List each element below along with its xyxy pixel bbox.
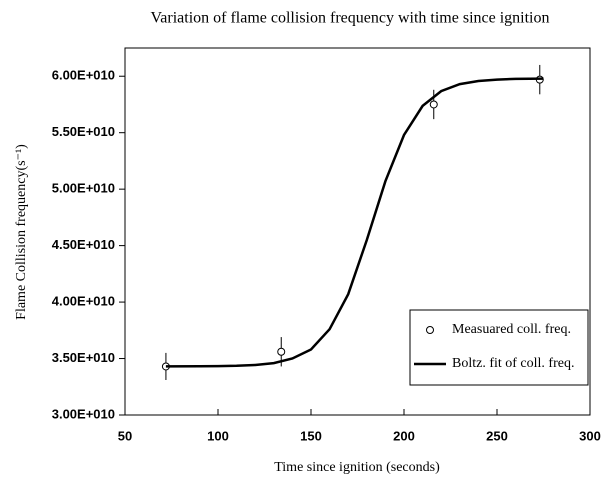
x-tick-label: 250 <box>486 428 508 443</box>
x-tick-label: 200 <box>393 428 415 443</box>
x-tick-label: 50 <box>118 428 132 443</box>
legend-box <box>409 309 589 386</box>
plot-frame <box>124 47 591 416</box>
legend-swatch <box>426 326 434 334</box>
fit-line <box>165 77 544 368</box>
y-tick-label: 6.00E+010 <box>52 68 115 83</box>
legend-label: Boltz. fit of coll. freq. <box>452 356 574 371</box>
data-point <box>429 100 438 109</box>
chart-title: Variation of flame collision frequency w… <box>150 10 549 27</box>
x-tick-label: 100 <box>207 428 229 443</box>
y-tick-label: 5.50E+010 <box>52 124 115 139</box>
x-tick-label: 150 <box>300 428 322 443</box>
x-axis-label: Time since ignition (seconds) <box>274 460 440 475</box>
y-tick-label: 4.50E+010 <box>52 237 115 252</box>
y-tick-label: 3.50E+010 <box>52 350 115 365</box>
legend-label: Measuared coll. freq. <box>452 322 571 337</box>
data-point <box>277 347 286 356</box>
y-tick-label: 4.00E+010 <box>52 294 115 309</box>
y-tick-label: 3.00E+010 <box>52 406 115 421</box>
y-axis-label: Flame Collision frequency(s⁻¹) <box>14 144 29 320</box>
x-tick-label: 300 <box>579 428 601 443</box>
y-tick-label: 5.00E+010 <box>52 181 115 196</box>
